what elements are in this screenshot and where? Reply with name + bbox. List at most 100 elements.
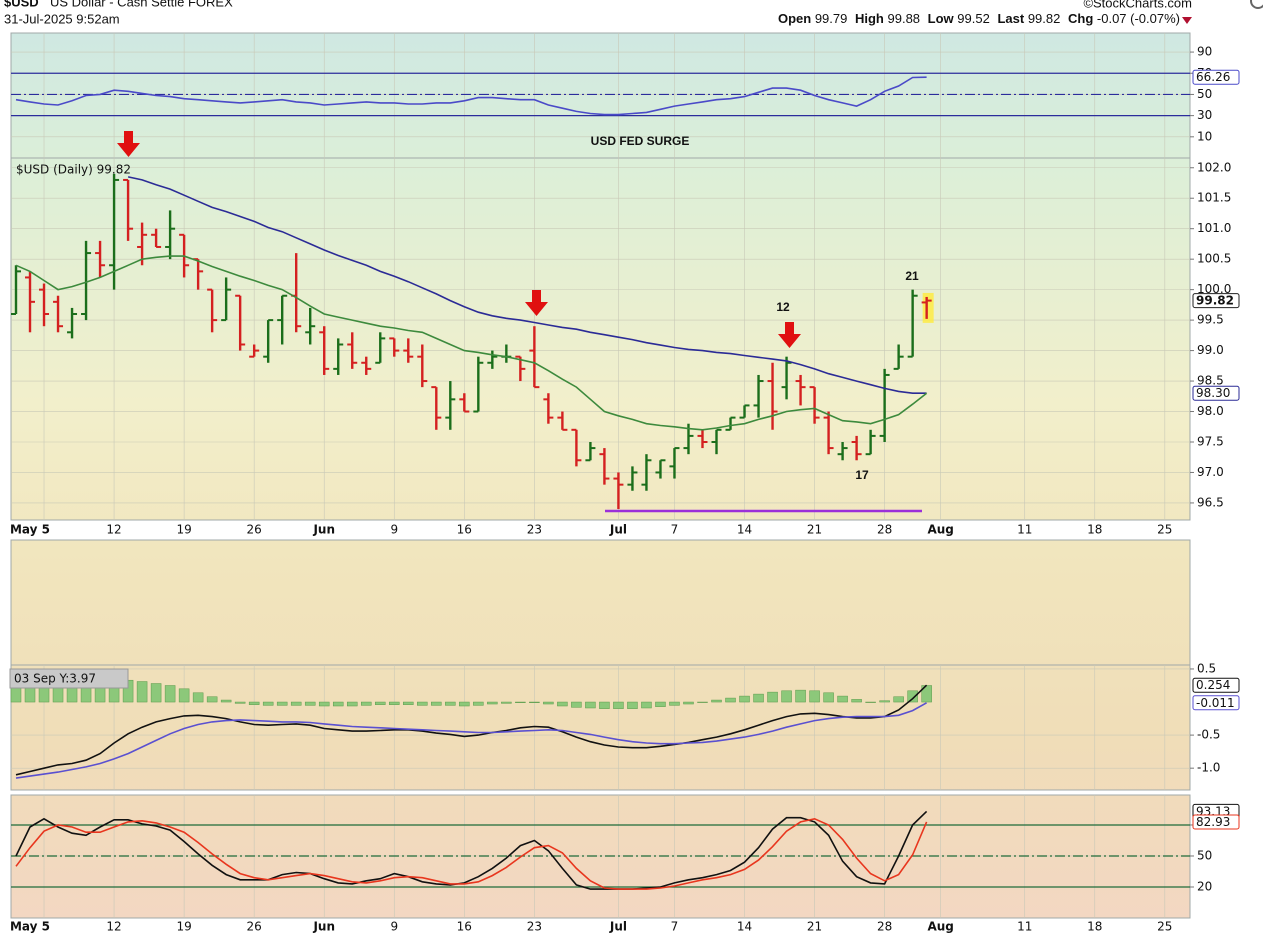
histogram-bar xyxy=(529,701,540,703)
histogram-bar xyxy=(571,701,582,708)
histogram-bar xyxy=(136,681,148,703)
histogram-bar xyxy=(865,701,876,703)
x-tick-label: 7 xyxy=(671,523,679,537)
histogram-bar xyxy=(206,696,218,703)
macd-panel xyxy=(10,664,1191,791)
histogram-bar xyxy=(318,701,330,707)
value-label: 99.82 xyxy=(1196,294,1234,308)
series-line xyxy=(15,684,928,776)
value-box xyxy=(1192,385,1240,401)
value-label: 98.30 xyxy=(1196,386,1230,400)
value-label: 0.254 xyxy=(1196,678,1230,692)
x-tick-label: 12 xyxy=(106,920,121,933)
logo xyxy=(1250,0,1263,9)
x-tick-label: May 5 xyxy=(10,920,50,933)
histogram-bar xyxy=(725,697,736,703)
annotation: 17 xyxy=(855,468,869,482)
x-tick-label: Jul xyxy=(609,920,627,933)
chg-label: Chg xyxy=(1068,11,1093,26)
x-tick-label: 26 xyxy=(247,920,262,933)
value-box xyxy=(1192,814,1240,830)
histogram-bar xyxy=(823,692,834,703)
timestamp: 31-Jul-2025 9:52am xyxy=(4,11,120,26)
last: 99.82 xyxy=(1028,11,1061,26)
histogram-bar xyxy=(417,701,428,706)
value-label: -0.011 xyxy=(1196,696,1235,710)
histogram-bar xyxy=(459,701,470,707)
histogram-bar xyxy=(669,701,680,706)
macd-label-box xyxy=(9,668,129,689)
series-line xyxy=(127,176,927,394)
histogram-bar xyxy=(445,701,456,706)
x-tick-label: 16 xyxy=(457,920,472,933)
down-indicator xyxy=(1182,17,1192,24)
histogram-bar xyxy=(361,701,372,706)
symbol: $USD xyxy=(4,0,39,9)
histogram-bar xyxy=(150,683,162,703)
x-tick-label: Jun xyxy=(312,523,335,537)
x-tick-label: May 5 xyxy=(10,523,50,537)
y-tick-label: 30 xyxy=(1197,108,1212,122)
x-tick-label: 25 xyxy=(1157,920,1172,933)
histogram-bar xyxy=(515,701,526,703)
y-tick-label: 98.5 xyxy=(1197,374,1224,388)
histogram-bar xyxy=(641,701,652,709)
histogram-bar xyxy=(781,690,792,703)
histogram-bar xyxy=(262,701,274,706)
value-label: 82.93 xyxy=(1196,815,1230,829)
x-tick-label: Jun xyxy=(312,920,335,933)
x-tick-label: 14 xyxy=(737,920,752,933)
histogram-bar xyxy=(389,701,400,705)
histogram-bar xyxy=(375,701,386,705)
rsi-panel xyxy=(10,32,1191,159)
last-bar-highlight xyxy=(922,292,934,323)
high: 99.88 xyxy=(888,11,921,26)
histogram-bar xyxy=(164,685,176,703)
x-tick-label: 9 xyxy=(390,523,398,537)
y-tick-label: 0.5 xyxy=(1197,661,1216,675)
x-tick-label: 19 xyxy=(176,920,191,933)
annotation: 21 xyxy=(905,269,919,283)
x-tick-label: 7 xyxy=(671,920,679,933)
arrow xyxy=(117,131,140,157)
series-line xyxy=(15,255,928,431)
histogram-bar xyxy=(697,701,708,703)
histogram-bar xyxy=(739,695,750,703)
y-tick-label: 100.0 xyxy=(1197,282,1231,296)
histogram-bar xyxy=(795,689,806,703)
annotation: 12 xyxy=(776,300,790,314)
price-panel xyxy=(10,157,1191,521)
value-box xyxy=(1192,69,1240,85)
histogram-bar xyxy=(487,701,498,705)
histogram-bar xyxy=(290,701,302,706)
histogram-bar xyxy=(248,701,260,705)
open-label: Open xyxy=(778,11,811,26)
y-tick-label: 100.5 xyxy=(1197,252,1231,266)
value-box xyxy=(1192,293,1240,309)
histogram-bar xyxy=(585,701,596,709)
marks xyxy=(10,72,1190,890)
x-tick-label: 16 xyxy=(457,523,472,537)
x-tick-label: 23 xyxy=(527,523,542,537)
histogram-bar xyxy=(837,695,848,703)
histogram-bar xyxy=(627,701,638,709)
histogram-bar xyxy=(473,701,484,706)
x-tick-label: 18 xyxy=(1087,523,1102,537)
histogram-bar xyxy=(879,700,890,703)
macd-label: 03 Sep Y:3.97 xyxy=(14,672,96,686)
y-tick-label: 98.0 xyxy=(1197,404,1224,418)
series-line xyxy=(15,817,928,890)
histogram-bar xyxy=(332,701,344,707)
x-tick-label: 11 xyxy=(1017,523,1032,537)
quote-line: Open 99.79 High 99.88 Low 99.52 Last 99.… xyxy=(778,11,1180,26)
symbol-name: US Dollar - Cash Settle FOREX xyxy=(50,0,233,9)
y-tick-label: 101.5 xyxy=(1197,191,1231,205)
histogram-bar xyxy=(403,701,414,705)
y-tick-label: 20 xyxy=(1197,879,1212,893)
x-tick-label: 19 xyxy=(176,523,191,537)
arrow xyxy=(525,290,548,316)
histogram-bar xyxy=(431,701,442,706)
histogram-bar xyxy=(599,701,610,709)
x-tick-label: 11 xyxy=(1017,920,1032,933)
